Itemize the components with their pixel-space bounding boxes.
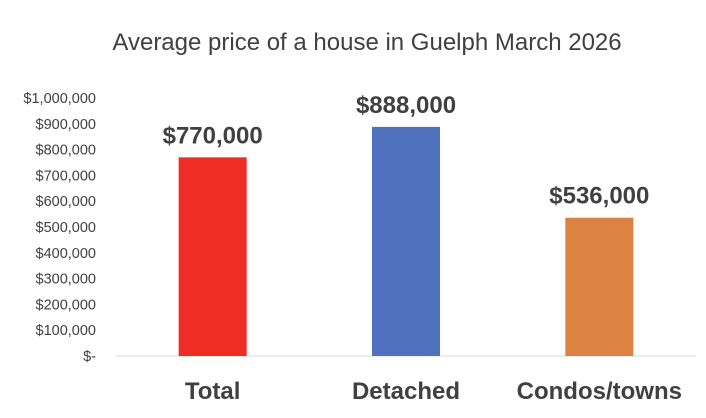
bar-total bbox=[178, 157, 247, 356]
data-label: $888,000 bbox=[356, 92, 456, 119]
y-tick-label: $100,000 bbox=[36, 323, 96, 339]
bar-series bbox=[178, 126, 634, 356]
y-tick-label: $900,000 bbox=[36, 117, 96, 133]
bar-detached bbox=[372, 126, 440, 356]
data-labels: $770,000 $888,000 $536,000 bbox=[163, 92, 650, 210]
y-tick-label: $200,000 bbox=[36, 297, 96, 313]
y-tick-label: $300,000 bbox=[36, 272, 96, 288]
y-tick-label: $800,000 bbox=[36, 143, 96, 159]
y-tick-label: $- bbox=[83, 349, 96, 365]
x-tick-label: Detached bbox=[352, 378, 460, 405]
data-label: $770,000 bbox=[163, 122, 263, 149]
y-tick-label: $700,000 bbox=[36, 168, 96, 184]
bar-condos-towns bbox=[565, 217, 634, 356]
x-tick-label: Total bbox=[185, 378, 241, 405]
y-tick-label: $600,000 bbox=[36, 194, 96, 210]
y-tick-label: $400,000 bbox=[36, 246, 96, 262]
y-tick-label: $1,000,000 bbox=[23, 91, 96, 107]
x-tick-label: Condos/towns bbox=[517, 378, 682, 405]
y-tick-label: $500,000 bbox=[36, 220, 96, 236]
chart-title: Average price of a house in Guelph March… bbox=[112, 29, 621, 56]
y-axis: $- $100,000 $200,000 $300,000 $400,000 $500,0… bbox=[23, 91, 96, 365]
data-label: $536,000 bbox=[549, 183, 649, 210]
x-axis: Total Detached Condos/towns bbox=[185, 378, 682, 405]
